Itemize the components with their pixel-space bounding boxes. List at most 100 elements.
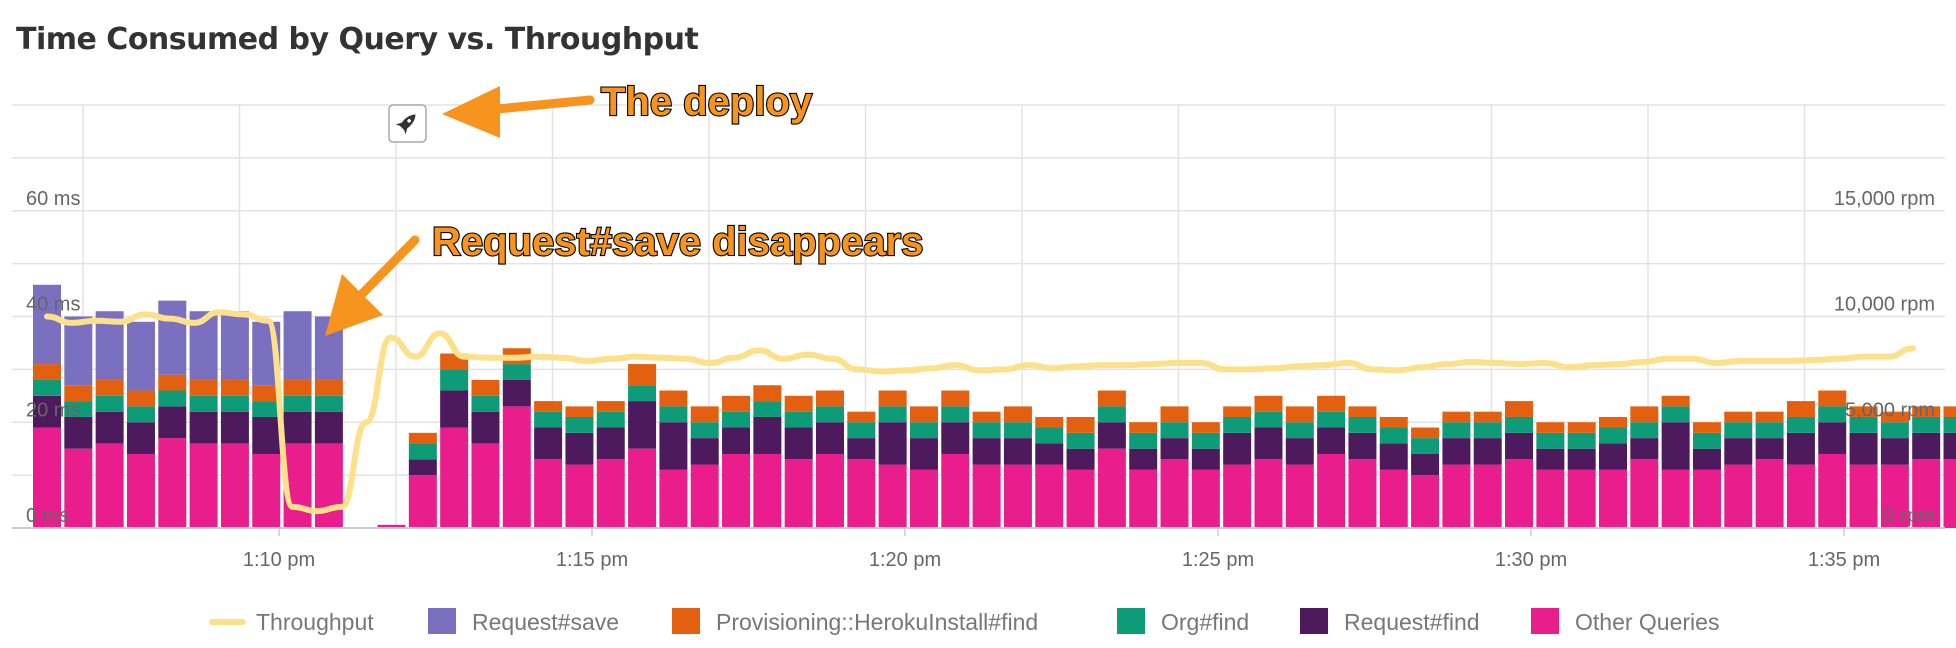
bar-request-find	[941, 422, 970, 454]
bar-other-queries	[1097, 448, 1126, 528]
bar-request-find	[440, 390, 469, 428]
bar-org-find	[283, 395, 312, 412]
bar-request-find	[283, 411, 312, 444]
y-tick-label-right: 15,000 rpm	[1834, 188, 1935, 210]
bar-org-find	[1849, 416, 1878, 433]
bar-provisioning-herokuinstall-find	[1755, 411, 1784, 423]
bar-provisioning-herokuinstall-find	[158, 374, 187, 391]
bar-other-queries	[1567, 469, 1596, 528]
bar-request-find	[64, 416, 93, 449]
bar-provisioning-herokuinstall-find	[1035, 416, 1064, 428]
bar-org-find	[1411, 438, 1440, 454]
bar-provisioning-herokuinstall-find	[596, 401, 625, 412]
bar-request-find	[1191, 448, 1220, 470]
bar-request-save	[33, 284, 61, 365]
bar-other-queries	[1536, 469, 1565, 528]
bar-org-find	[408, 443, 437, 460]
bar-other-queries	[628, 448, 657, 528]
bar-other-queries	[314, 443, 343, 528]
bar-other-queries	[753, 453, 782, 528]
bar-request-find	[909, 438, 938, 470]
y-tick-label-left: 20 ms	[26, 399, 80, 421]
bar-request-find	[1411, 453, 1440, 476]
bar-org-find	[1661, 406, 1690, 423]
bar-provisioning-herokuinstall-find	[33, 364, 61, 380]
bar-other-queries	[847, 459, 876, 528]
bar-other-queries	[1786, 464, 1815, 528]
bar-org-find	[1786, 416, 1815, 433]
bar-provisioning-herokuinstall-find	[1160, 406, 1189, 423]
bar-other-queries	[722, 453, 751, 528]
bar-request-find	[1348, 432, 1377, 460]
bar-request-find	[1379, 443, 1408, 470]
bar-other-queries	[1724, 464, 1753, 528]
bar-other-queries	[1379, 469, 1408, 528]
bar-other-queries	[1066, 469, 1095, 528]
bar-other-queries	[1473, 464, 1502, 528]
legend-label: Request#find	[1344, 609, 1480, 635]
bar-other-queries	[189, 443, 218, 528]
bar-org-find	[1254, 411, 1283, 428]
bar-request-save	[283, 311, 312, 380]
bar-request-find	[1473, 438, 1502, 465]
bar-org-find	[1912, 416, 1941, 433]
bar-request-find	[95, 411, 124, 444]
bar-org-find	[909, 422, 938, 439]
bar-other-queries	[1912, 459, 1941, 528]
bar-provisioning-herokuinstall-find	[1912, 406, 1941, 417]
bar-other-queries	[878, 464, 907, 528]
bar-other-queries	[816, 453, 844, 528]
bar-other-queries	[471, 443, 500, 528]
y-tick-label-right: 5,000 rpm	[1845, 399, 1935, 421]
bar-provisioning-herokuinstall-find	[1003, 406, 1032, 423]
bar-request-find	[1849, 432, 1878, 465]
bar-org-find	[596, 411, 625, 428]
bar-provisioning-herokuinstall-find	[1661, 395, 1690, 407]
bar-provisioning-herokuinstall-find	[972, 411, 1001, 423]
bar-provisioning-herokuinstall-find	[1129, 422, 1158, 433]
bar-provisioning-herokuinstall-find	[847, 411, 876, 423]
bar-org-find	[471, 395, 500, 412]
bar-request-find	[1317, 427, 1346, 454]
bar-org-find	[816, 406, 844, 423]
bar-request-find	[816, 422, 844, 454]
legend-swatch	[428, 608, 456, 634]
bar-org-find	[1035, 427, 1064, 444]
bar-org-find	[64, 401, 93, 417]
legend-label: Throughput	[256, 609, 374, 635]
bar-org-find	[95, 395, 124, 412]
bar-provisioning-herokuinstall-find	[1599, 416, 1627, 428]
bar-org-find	[126, 406, 155, 423]
bar-org-find	[722, 411, 751, 428]
bar-org-find	[784, 411, 813, 428]
legend-label: Other Queries	[1575, 609, 1719, 635]
legend-swatch	[1300, 608, 1328, 634]
bar-provisioning-herokuinstall-find	[1724, 411, 1753, 423]
bar-other-queries	[909, 469, 938, 528]
y-axis-left: 0 ms 20 ms 40 ms 60 ms	[26, 188, 80, 527]
bar-org-find	[659, 406, 688, 423]
bar-provisioning-herokuinstall-find	[1066, 416, 1095, 433]
bar-org-find	[1097, 406, 1126, 423]
annotations: The deploy Request#save disappears	[325, 79, 924, 336]
bar-other-queries	[377, 524, 406, 528]
bar-other-queries	[1943, 459, 1956, 528]
bar-other-queries	[972, 464, 1001, 528]
bar-request-find	[1755, 438, 1784, 460]
x-tick-label: 1:10 pm	[243, 549, 315, 571]
bar-request-find	[408, 459, 437, 476]
bar-request-find	[1786, 432, 1815, 465]
rocket-body	[399, 114, 416, 131]
bar-org-find	[1191, 432, 1220, 449]
legend-item-request-find: Request#find	[1300, 608, 1480, 635]
bar-request-find	[33, 395, 61, 428]
bar-other-queries	[1003, 464, 1032, 528]
bar-org-find	[1473, 422, 1502, 439]
bar-request-find	[1003, 438, 1032, 465]
bar-other-queries	[690, 464, 719, 528]
bar-other-queries	[1254, 459, 1283, 528]
bar-org-find	[1160, 422, 1189, 439]
bar-request-find	[252, 416, 281, 454]
bar-provisioning-herokuinstall-find	[1191, 422, 1220, 433]
legend-swatch	[1117, 608, 1145, 634]
